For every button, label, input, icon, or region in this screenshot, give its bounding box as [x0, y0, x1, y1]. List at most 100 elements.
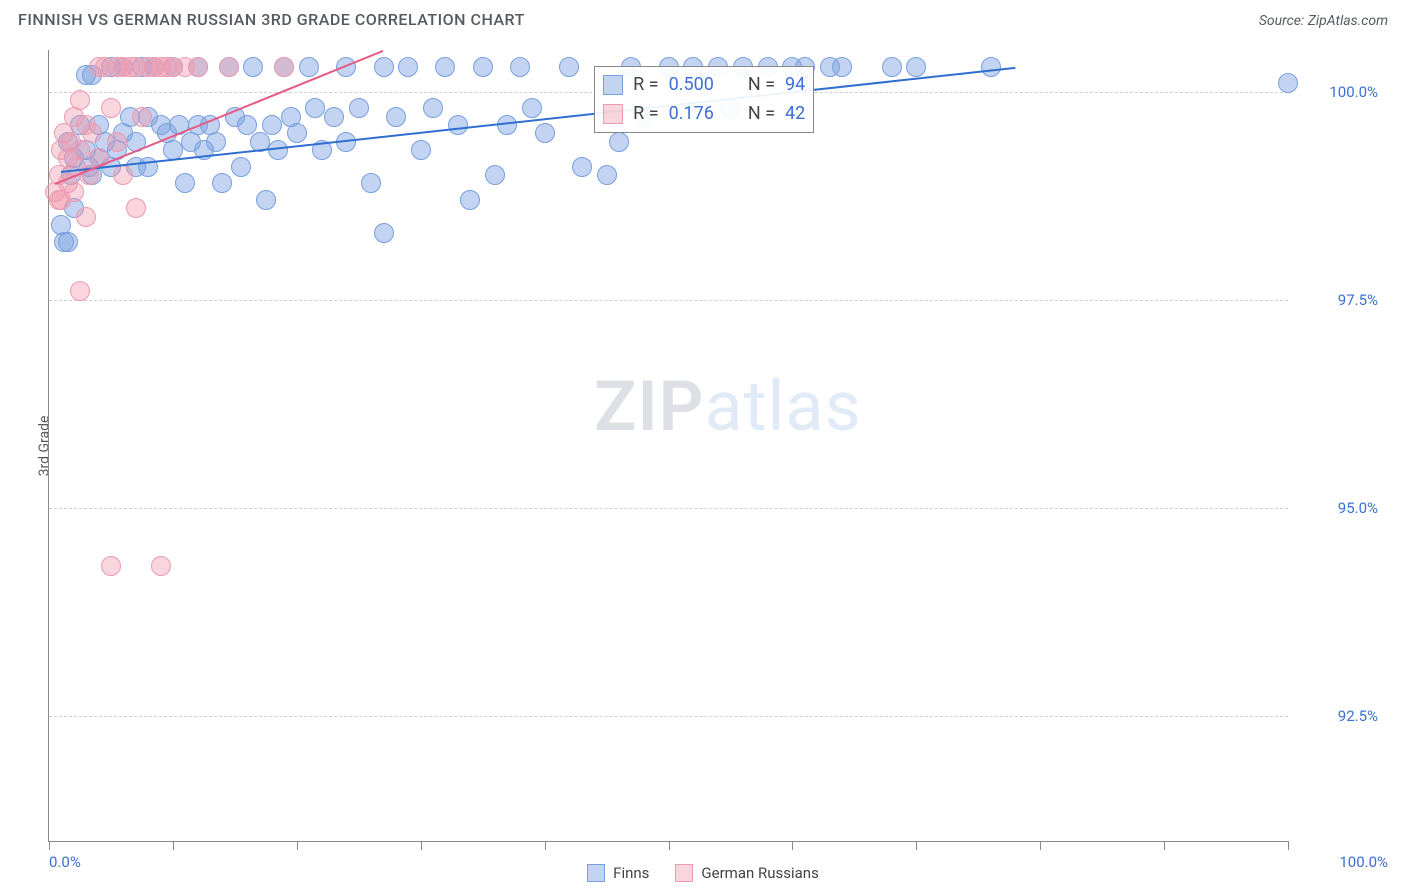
- watermark-part1: ZIP: [594, 366, 704, 448]
- legend-label: Finns: [613, 864, 649, 882]
- data-point: [324, 107, 344, 127]
- stat-n-value: 94: [785, 71, 805, 100]
- data-point: [70, 90, 90, 110]
- data-point: [522, 98, 542, 118]
- plot-area: ZIPatlas 92.5%95.0%97.5%100.0%0.0%100.0%…: [48, 50, 1288, 842]
- stats-swatch: [603, 75, 623, 95]
- data-point: [423, 98, 443, 118]
- data-point: [832, 57, 852, 77]
- x-tick: [669, 841, 670, 850]
- watermark-part2: atlas: [705, 366, 862, 448]
- data-point: [435, 57, 455, 77]
- legend-swatch: [587, 864, 605, 882]
- data-point: [101, 98, 121, 118]
- stat-r-value: 0.500: [669, 71, 714, 100]
- data-point: [349, 98, 369, 118]
- data-point: [188, 57, 208, 77]
- x-tick: [916, 841, 917, 850]
- data-point: [597, 165, 617, 185]
- data-point: [107, 132, 127, 152]
- data-point: [243, 57, 263, 77]
- chart-title: FINNISH VS GERMAN RUSSIAN 3RD GRADE CORR…: [18, 10, 525, 29]
- data-point: [126, 198, 146, 218]
- data-point: [609, 132, 629, 152]
- x-tick: [421, 841, 422, 850]
- data-point: [219, 57, 239, 77]
- legend-item: German Russians: [675, 864, 818, 882]
- x-tick: [1164, 841, 1165, 850]
- data-point: [882, 57, 902, 77]
- data-point: [460, 190, 480, 210]
- data-point: [58, 232, 78, 252]
- data-point: [374, 223, 394, 243]
- watermark: ZIPatlas: [594, 366, 862, 448]
- data-point: [906, 57, 926, 77]
- legend-item: Finns: [587, 864, 649, 882]
- gridline: [49, 508, 1288, 509]
- data-point: [305, 98, 325, 118]
- data-point: [398, 57, 418, 77]
- data-point: [206, 132, 226, 152]
- data-point: [448, 115, 468, 135]
- data-point: [411, 140, 431, 160]
- data-point: [82, 123, 102, 143]
- legend-label: German Russians: [701, 864, 818, 882]
- data-point: [70, 281, 90, 301]
- data-point: [113, 165, 133, 185]
- data-point: [132, 107, 152, 127]
- y-tick-label: 92.5%: [1298, 707, 1378, 725]
- data-point: [256, 190, 276, 210]
- data-point: [163, 140, 183, 160]
- gridline: [49, 300, 1288, 301]
- source-attribution: Source: ZipAtlas.com: [1259, 13, 1388, 29]
- data-point: [559, 57, 579, 77]
- data-point: [76, 207, 96, 227]
- data-point: [175, 173, 195, 193]
- stat-n-label: N =: [748, 100, 775, 129]
- x-tick: [49, 841, 50, 850]
- data-point: [274, 57, 294, 77]
- source-prefix: Source:: [1259, 13, 1308, 29]
- data-point: [510, 57, 530, 77]
- y-tick-label: 100.0%: [1298, 83, 1378, 101]
- data-point: [151, 556, 171, 576]
- data-point: [262, 115, 282, 135]
- stats-row: R = 0.176 N = 42: [603, 100, 805, 129]
- stat-r-label: R =: [633, 100, 658, 129]
- source-name: ZipAtlas.com: [1308, 13, 1388, 29]
- legend-swatch: [675, 864, 693, 882]
- gridline: [49, 716, 1288, 717]
- stat-n-value: 42: [785, 100, 805, 129]
- data-point: [535, 123, 555, 143]
- data-point: [299, 57, 319, 77]
- data-point: [287, 123, 307, 143]
- x-tick: [1288, 841, 1289, 850]
- y-tick-label: 97.5%: [1298, 291, 1378, 309]
- stats-box: R = 0.500 N = 94 R = 0.176 N = 42: [594, 66, 814, 134]
- x-tick: [297, 841, 298, 850]
- x-tick: [545, 841, 546, 850]
- stat-r-label: R =: [633, 71, 658, 100]
- data-point: [981, 57, 1001, 77]
- legend: Finns German Russians: [0, 864, 1406, 882]
- data-point: [361, 173, 381, 193]
- x-tick: [792, 841, 793, 850]
- data-point: [473, 57, 493, 77]
- data-point: [64, 182, 84, 202]
- stat-n-label: N =: [748, 71, 775, 100]
- data-point: [485, 165, 505, 185]
- x-tick: [173, 841, 174, 850]
- y-tick-label: 95.0%: [1298, 499, 1378, 517]
- stats-swatch: [603, 104, 623, 124]
- data-point: [138, 157, 158, 177]
- data-point: [572, 157, 592, 177]
- data-point: [70, 140, 90, 160]
- stats-row: R = 0.500 N = 94: [603, 71, 805, 100]
- data-point: [231, 157, 251, 177]
- chart-container: 3rd Grade ZIPatlas 92.5%95.0%97.5%100.0%…: [48, 50, 1388, 842]
- data-point: [1278, 73, 1298, 93]
- x-tick: [1040, 841, 1041, 850]
- stat-r-value: 0.176: [669, 100, 714, 129]
- data-point: [386, 107, 406, 127]
- data-point: [374, 57, 394, 77]
